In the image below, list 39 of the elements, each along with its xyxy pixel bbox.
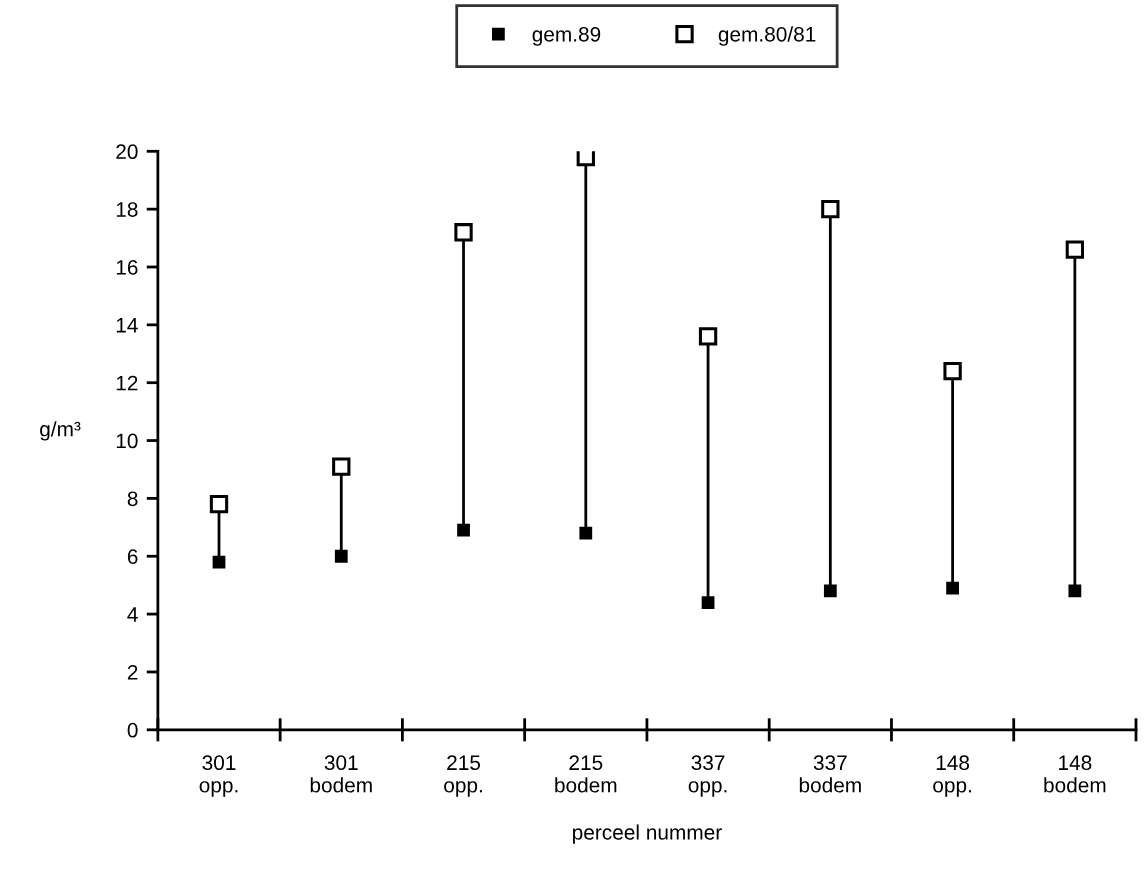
y-tick-label: 6 [127, 549, 138, 564]
point [821, 199, 840, 219]
x-tick-label: 215 bodem [555, 755, 617, 793]
y-tick-label: 20 [116, 144, 138, 160]
point [943, 361, 962, 381]
point [1065, 240, 1085, 259]
y-tick-label: 12 [116, 375, 138, 391]
point [454, 223, 473, 242]
point [212, 555, 226, 569]
point [457, 523, 470, 537]
x-tick-label: 301 bodem [310, 755, 372, 793]
point [698, 327, 718, 346]
y-tick-label: 16 [116, 260, 138, 275]
point [332, 457, 351, 476]
x-tick-label: 148 opp. [933, 755, 971, 797]
legend-label: gem.89 [532, 26, 601, 46]
point [209, 495, 229, 514]
y-tick-label: 10 [116, 433, 138, 449]
x-tick-label: 301 opp. [199, 755, 238, 797]
y-tick-label: 2 [127, 664, 138, 680]
y-tick-label: 18 [116, 202, 138, 217]
x-tick-label: 148 bodem [1044, 755, 1106, 793]
x-tick-label: 215 opp. [444, 755, 482, 797]
point [946, 581, 959, 595]
x-axis-title: perceel nummer [573, 824, 722, 844]
y-tick-label: 0 [127, 722, 138, 738]
point [1068, 584, 1082, 598]
x-tick-label: 337 bodem [799, 755, 861, 793]
y-tick-label: 4 [127, 607, 138, 622]
y-tick-label: 14 [116, 318, 138, 333]
y-axis-title: g/m³ [40, 421, 81, 441]
y-tick-label: 8 [127, 491, 138, 507]
x-tick-label: 337 opp. [688, 755, 727, 797]
point [701, 596, 715, 609]
point [823, 584, 837, 598]
point [334, 549, 348, 563]
point [579, 526, 593, 540]
point [576, 151, 595, 167]
legend-label: gem.80/81 [718, 26, 816, 46]
